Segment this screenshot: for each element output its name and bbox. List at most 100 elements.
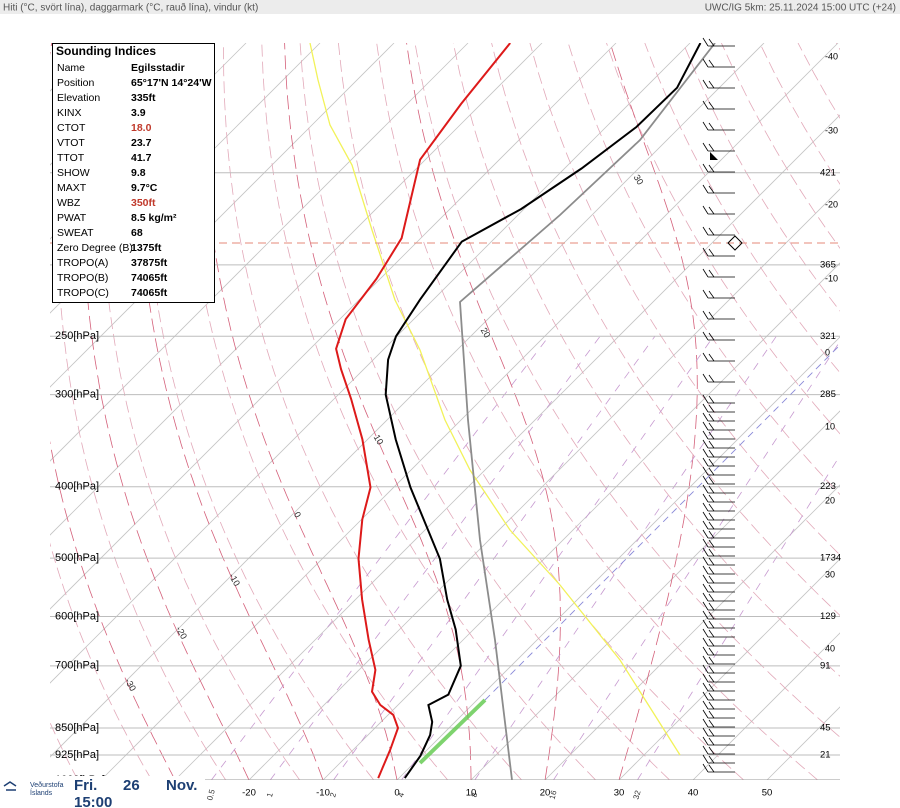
index-label: SHOW [57, 167, 90, 179]
dry-adiabat [183, 43, 449, 780]
index-value: 74065ft [131, 287, 168, 299]
barb-feather [708, 593, 715, 602]
right-temp-label: -20 [825, 199, 838, 209]
barb-feather [702, 394, 709, 404]
barb-feather [702, 520, 709, 530]
barb-feather [708, 59, 715, 68]
barb-feather [702, 511, 709, 521]
index-label: TROPO(A) [57, 257, 108, 269]
barb-feather [702, 682, 709, 692]
barb-feather [702, 754, 709, 764]
profile-line [335, 43, 511, 779]
barb-feather [708, 353, 715, 362]
barb-feather [702, 121, 709, 131]
isotherm [544, 484, 840, 780]
height-label: 285 [820, 389, 836, 400]
barb-feather [702, 37, 709, 47]
tropo-marker [727, 235, 743, 251]
barb-feather [702, 574, 709, 584]
barb-feather [708, 395, 715, 404]
barb-feather [708, 101, 715, 110]
barb-feather [702, 529, 709, 539]
lift-segment [418, 698, 487, 765]
y-tick-label: 300[hPa] [55, 389, 99, 401]
isotherm [50, 43, 691, 684]
index-value: 335ft [131, 92, 156, 104]
dry-adiabat [721, 43, 840, 249]
barb-feather [708, 413, 715, 422]
barb-feather [708, 611, 715, 620]
barb-feather [702, 592, 709, 602]
index-label: KINX [57, 107, 82, 119]
barb-feather [702, 646, 709, 656]
barb-feather [702, 628, 709, 638]
dry-adiabat [376, 43, 818, 780]
barb-feather [702, 289, 709, 299]
profile-line [384, 43, 702, 779]
dry-adiabat [452, 43, 840, 677]
barb-feather [708, 143, 715, 152]
x-tick-label: -10 [316, 788, 330, 799]
footer: Veðurstofa Íslands Fri. 26 Nov. 15:00 [0, 776, 205, 808]
height-label: 365 [820, 259, 836, 270]
barb-feather [708, 629, 715, 638]
barb-feather [708, 710, 715, 719]
barb-feather [708, 521, 715, 530]
moist-adiabat-label: 30 [632, 173, 646, 187]
barb-feather [708, 38, 715, 47]
isotherm [618, 558, 840, 780]
header-bar [0, 0, 900, 14]
barb-feather [708, 248, 715, 257]
y-tick-label: 600[hPa] [55, 610, 99, 622]
index-value: 9.7°C [131, 182, 158, 194]
logo-line: Veðurstofa [30, 781, 64, 789]
barb-feather [708, 737, 715, 746]
index-value: 74065ft [131, 272, 168, 284]
index-value: Egilsstadir [131, 62, 185, 74]
plot-area [50, 43, 840, 780]
barb-feather [708, 467, 715, 476]
wind-barbs [702, 37, 743, 773]
y-tick-label: 925[hPa] [55, 749, 99, 761]
isotherm [174, 114, 840, 780]
mixing-ratio-label: 8 [469, 791, 479, 798]
barb-feather [702, 412, 709, 422]
index-label: CTOT [57, 122, 86, 134]
index-label: TROPO(C) [57, 287, 109, 299]
barb-feather [708, 665, 715, 674]
dry-adiabat [491, 43, 840, 617]
footer-time: 15:00 [74, 794, 112, 808]
barb-feather [702, 247, 709, 257]
dry-adiabat [606, 43, 840, 435]
footer-month: Nov. [166, 777, 197, 794]
barb-feather [708, 584, 715, 593]
barb-pennant [710, 152, 718, 160]
index-label: Position [57, 77, 95, 89]
index-label: Elevation [57, 92, 100, 104]
index-label: VTOT [57, 137, 85, 149]
x-tick-label: -20 [242, 788, 256, 799]
barb-feather [708, 620, 715, 629]
moist-adiabat-label: -20 [174, 625, 189, 641]
index-value: 23.7 [131, 137, 152, 149]
isotherm [841, 43, 900, 780]
mixing-ratio-label: 4 [396, 791, 406, 798]
barb-feather [702, 493, 709, 503]
isotherm [0, 43, 24, 780]
barb-feather [702, 352, 709, 362]
moist-adiabat [138, 43, 324, 780]
height-label: 91 [820, 660, 831, 671]
mixing-ratio-label: 2 [328, 791, 338, 798]
barb-feather [708, 638, 715, 647]
barb-feather [702, 763, 709, 773]
barb-feather [708, 683, 715, 692]
barb-feather [708, 227, 715, 236]
moist-adiabat [50, 43, 176, 780]
header-left: Hiti (°C, svört lína), daggarmark (°C, r… [3, 2, 258, 14]
barb-feather [702, 331, 709, 341]
barb-feather [708, 530, 715, 539]
x-tick-label: 10 [466, 788, 477, 799]
dry-adiabat [223, 43, 522, 780]
barb-feather [708, 440, 715, 449]
